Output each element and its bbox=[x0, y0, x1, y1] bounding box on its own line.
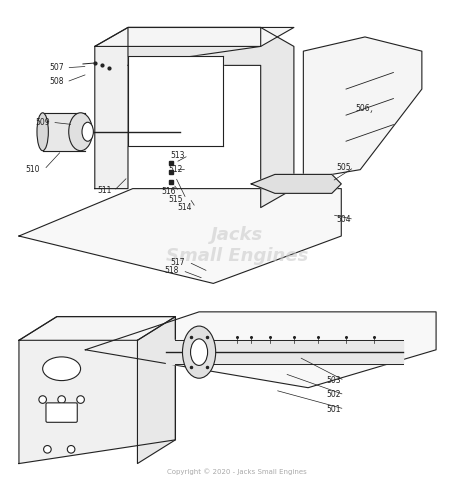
Ellipse shape bbox=[182, 326, 216, 378]
Ellipse shape bbox=[44, 445, 51, 453]
Polygon shape bbox=[19, 317, 175, 464]
Text: Jacks
Small Engines: Jacks Small Engines bbox=[166, 226, 308, 265]
Polygon shape bbox=[128, 56, 223, 146]
Polygon shape bbox=[95, 27, 294, 47]
Polygon shape bbox=[95, 27, 261, 189]
Text: 517: 517 bbox=[170, 258, 185, 267]
Ellipse shape bbox=[43, 357, 81, 381]
Text: 511: 511 bbox=[97, 187, 111, 195]
Ellipse shape bbox=[69, 113, 92, 151]
Text: 513: 513 bbox=[170, 151, 185, 160]
Text: 507: 507 bbox=[49, 63, 64, 72]
Text: 516: 516 bbox=[161, 187, 175, 196]
Text: Copyright © 2020 - Jacks Small Engines: Copyright © 2020 - Jacks Small Engines bbox=[167, 469, 307, 475]
Polygon shape bbox=[303, 37, 422, 179]
Text: 506: 506 bbox=[355, 104, 370, 112]
Text: 504: 504 bbox=[336, 215, 351, 224]
Polygon shape bbox=[19, 317, 175, 340]
Text: 514: 514 bbox=[177, 203, 192, 212]
Polygon shape bbox=[137, 317, 175, 464]
Polygon shape bbox=[128, 27, 294, 208]
Text: 505: 505 bbox=[336, 163, 351, 172]
Polygon shape bbox=[43, 113, 85, 151]
Ellipse shape bbox=[58, 396, 65, 403]
Text: 502: 502 bbox=[327, 390, 341, 399]
Text: 509: 509 bbox=[35, 118, 50, 127]
Polygon shape bbox=[19, 189, 341, 283]
Text: 510: 510 bbox=[26, 165, 40, 174]
Text: 501: 501 bbox=[327, 405, 341, 413]
Text: 518: 518 bbox=[165, 266, 179, 275]
Text: 503: 503 bbox=[327, 376, 341, 385]
Text: 508: 508 bbox=[49, 78, 64, 86]
Polygon shape bbox=[251, 174, 341, 193]
FancyBboxPatch shape bbox=[46, 403, 77, 422]
Ellipse shape bbox=[37, 113, 48, 151]
Polygon shape bbox=[85, 312, 436, 388]
Ellipse shape bbox=[67, 445, 75, 453]
Text: 515: 515 bbox=[168, 194, 182, 204]
Ellipse shape bbox=[191, 339, 208, 365]
Text: 512: 512 bbox=[168, 165, 182, 174]
Ellipse shape bbox=[39, 396, 46, 403]
Ellipse shape bbox=[82, 122, 93, 141]
Ellipse shape bbox=[77, 396, 84, 403]
Polygon shape bbox=[166, 340, 403, 364]
